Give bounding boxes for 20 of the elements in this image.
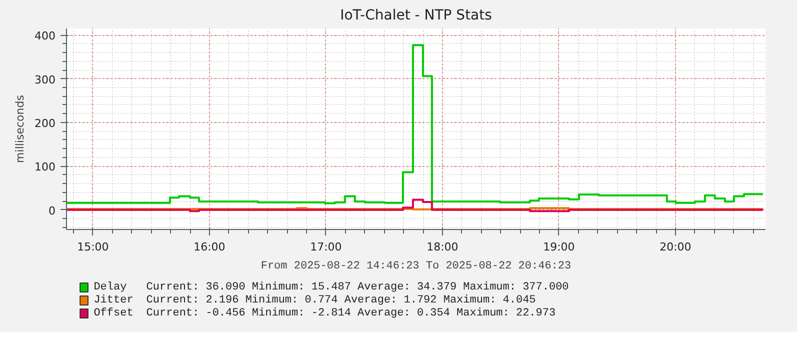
x-tick-label: 19:00 xyxy=(543,240,575,254)
x-axis-title: From 2025-08-22 14:46:23 To 2025-08-22 20:46:23 xyxy=(260,260,572,272)
y-tick-label: 300 xyxy=(34,73,56,86)
legend-label: Offset xyxy=(94,308,134,320)
text: Current: -0.456 Minimum: -2.814 Average: 0.354 Maximum: 22.973 xyxy=(146,308,556,320)
x-tick-label: 15:00 xyxy=(77,240,109,254)
x-tick-label: 16:00 xyxy=(194,240,226,254)
legend-label: Delay xyxy=(94,282,128,294)
y-tick-label: 100 xyxy=(34,160,56,174)
text: Current: 36.090 Minimum: 15.487 Average: 34.379 Maximum: 377.000 xyxy=(146,282,569,294)
legend-label: Jitter xyxy=(94,294,134,306)
text: Current: 2.196 Minimum: 0.774 Average: 1.792 Maximum: 4.045 xyxy=(146,294,536,306)
y-tick-label: 0 xyxy=(48,204,56,218)
x-tick-label: 17:00 xyxy=(310,240,342,254)
y-tick-label: 400 xyxy=(34,30,56,43)
y-axis-title: milliseconds xyxy=(14,94,27,163)
y-tick-label: 200 xyxy=(34,116,56,130)
chart-title: IoT-Chalet - NTP Stats xyxy=(340,8,492,24)
x-tick-label: 20:00 xyxy=(660,240,692,254)
x-tick-label: 18:00 xyxy=(426,240,458,254)
